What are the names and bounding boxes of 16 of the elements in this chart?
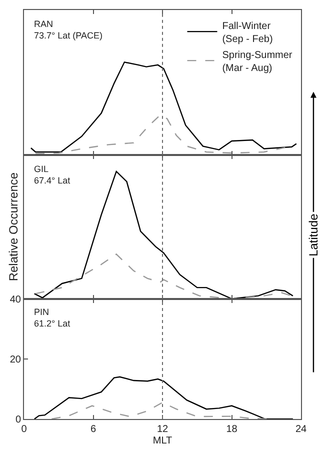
text: Latitude: [306, 213, 321, 256]
chart-title: RAN 73.7° Lat (PACE): [34, 19, 102, 41]
legend-label: Spring-Summer (Mar - Aug): [222, 50, 293, 74]
legend-label: Fall-Winter (Sep - Feb): [222, 20, 273, 45]
y-tick-label: 40: [10, 294, 22, 306]
y-axis-title: Relative Occurrence: [6, 172, 20, 282]
x-tick-label: 18: [226, 424, 238, 435]
x-tick-label: 12: [156, 424, 168, 435]
y-tick-label: 20: [10, 354, 22, 366]
y-tick-label: 0: [15, 414, 22, 426]
line-series: [34, 376, 294, 419]
chart-title: GIL 67.4° Lat: [34, 164, 71, 186]
x-tick-label: 24: [295, 424, 307, 435]
x-axis-title: MLT: [152, 436, 172, 446]
x-tick-label: 6: [90, 424, 96, 435]
text: PIN 61.2° Lat: [34, 307, 71, 329]
